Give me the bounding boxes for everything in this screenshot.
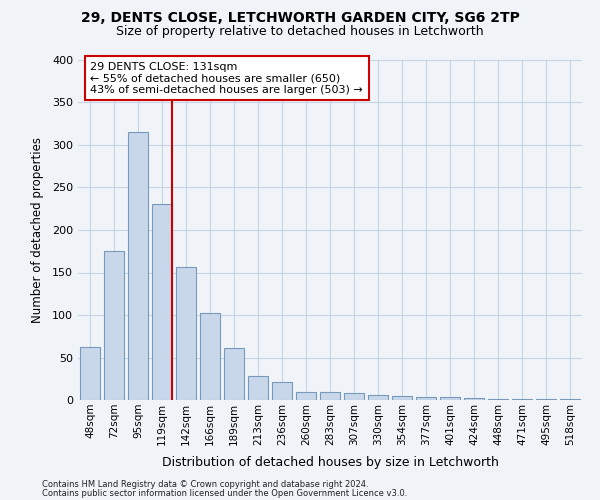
Bar bbox=[344, 393, 364, 400]
X-axis label: Distribution of detached houses by size in Letchworth: Distribution of detached houses by size … bbox=[161, 456, 499, 469]
Bar bbox=[560, 399, 580, 400]
Bar bbox=[248, 376, 268, 400]
Bar bbox=[392, 396, 412, 400]
Bar bbox=[128, 132, 148, 400]
Bar bbox=[296, 392, 316, 400]
Bar bbox=[416, 396, 436, 400]
Text: Contains HM Land Registry data © Crown copyright and database right 2024.: Contains HM Land Registry data © Crown c… bbox=[42, 480, 368, 489]
Bar bbox=[176, 266, 196, 400]
Bar bbox=[152, 204, 172, 400]
Text: Contains public sector information licensed under the Open Government Licence v3: Contains public sector information licen… bbox=[42, 489, 407, 498]
Bar bbox=[464, 398, 484, 400]
Bar bbox=[272, 382, 292, 400]
Bar bbox=[320, 392, 340, 400]
Bar bbox=[200, 314, 220, 400]
Text: Size of property relative to detached houses in Letchworth: Size of property relative to detached ho… bbox=[116, 25, 484, 38]
Bar bbox=[512, 399, 532, 400]
Bar bbox=[536, 399, 556, 400]
Bar bbox=[488, 399, 508, 400]
Bar bbox=[368, 395, 388, 400]
Bar bbox=[80, 348, 100, 400]
Text: 29, DENTS CLOSE, LETCHWORTH GARDEN CITY, SG6 2TP: 29, DENTS CLOSE, LETCHWORTH GARDEN CITY,… bbox=[80, 11, 520, 25]
Bar bbox=[224, 348, 244, 400]
Text: 29 DENTS CLOSE: 131sqm
← 55% of detached houses are smaller (650)
43% of semi-de: 29 DENTS CLOSE: 131sqm ← 55% of detached… bbox=[91, 62, 363, 95]
Bar bbox=[440, 398, 460, 400]
Bar bbox=[104, 251, 124, 400]
Y-axis label: Number of detached properties: Number of detached properties bbox=[31, 137, 44, 323]
